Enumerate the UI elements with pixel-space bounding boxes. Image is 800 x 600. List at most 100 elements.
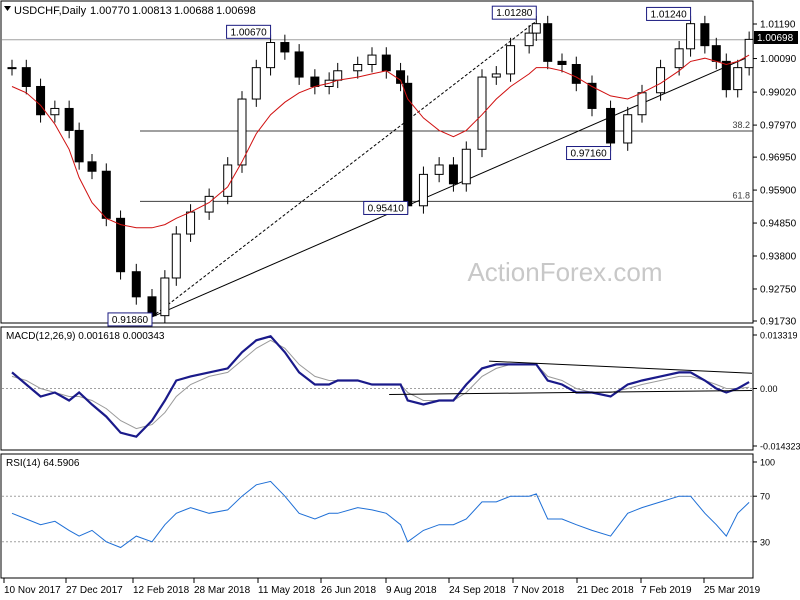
price-labels: 0.91860 1.00670 0.95410 1.01280 0.97160 1.012… (107, 5, 692, 327)
price-label-box (566, 146, 612, 161)
price-tick-label: 0.93800 (760, 252, 797, 263)
macd-panel (0, 326, 754, 451)
candle-body (700, 23, 710, 47)
candle-body (448, 164, 458, 185)
candle-body (524, 32, 534, 47)
last-price-label: 1.00698 (757, 33, 794, 44)
date-tick-label: 21 Dec 2018 (577, 585, 634, 596)
candle-body (381, 54, 391, 72)
header-marker-icon (4, 6, 11, 11)
price-label-text: 0.97160 (570, 149, 607, 160)
macd-tick-label: 0.00 (760, 384, 778, 394)
date-axis: 10 Nov 2017 27 Dec 2017 12 Feb 2018 28 Mar … (3, 578, 761, 596)
candle-body (50, 107, 60, 116)
candle-body (434, 164, 444, 175)
candle-body (131, 271, 141, 298)
price-label-text: 0.91860 (112, 315, 149, 326)
rsi-tick-label: 30 (760, 537, 770, 547)
candle-body (686, 23, 696, 50)
price-panel (0, 0, 754, 324)
rsi-label: RSI(14) 64.5906 (6, 458, 80, 469)
price-tick-label: 0.99020 (760, 88, 797, 99)
candles (7, 15, 754, 324)
candle-body (64, 107, 74, 131)
macd-tick-label: 0.013319 (760, 331, 798, 341)
candle-body (418, 173, 428, 207)
price-label-text: 1.01280 (496, 8, 533, 19)
price-label-box (363, 200, 409, 215)
fib-level-label: 38.2 (732, 120, 750, 130)
price-tick-label: 0.92750 (760, 284, 797, 295)
date-tick-label: 9 Aug 2018 (386, 585, 437, 596)
last-price-box (754, 31, 798, 44)
candle-body (160, 277, 170, 317)
macd-axis: 0.013319 0.00 -0.014323 (753, 331, 800, 452)
candle-body (711, 45, 721, 62)
candle-body (477, 76, 487, 150)
candle-body (543, 23, 553, 62)
candle-body (186, 211, 196, 235)
watermark: ActionForex.com (467, 257, 662, 287)
price-label-text: 1.01240 (650, 9, 687, 20)
candle-body (733, 67, 743, 91)
date-tick-label: 27 Dec 2017 (66, 585, 123, 596)
candle-body (7, 67, 17, 70)
date-tick-label: 26 Jun 2018 (321, 585, 376, 596)
candle-body (266, 42, 276, 69)
price-tick-label: 0.97970 (760, 121, 797, 132)
support-trend-line (151, 54, 753, 318)
ohlc-high: 1.00813 (132, 5, 172, 17)
macd-resistance-trend-line (489, 360, 753, 374)
candle-body (656, 67, 666, 94)
price-label-box (491, 5, 537, 20)
date-tick-label: 28 Mar 2018 (194, 585, 251, 596)
rsi-axis: 100 70 30 (753, 458, 775, 547)
candle-body (294, 51, 304, 78)
candle-body (101, 170, 111, 219)
price-tick-label: 0.91730 (760, 317, 797, 328)
macd-lines (2, 335, 753, 438)
rsi-panel (0, 453, 754, 579)
rsi-tick-label: 70 (760, 492, 770, 502)
candle-body (87, 161, 97, 172)
date-tick-label: 24 Sep 2018 (449, 585, 506, 596)
candle-body (237, 98, 247, 166)
chart-symbol: USDCHF,Daily (14, 5, 87, 17)
candle-body (116, 217, 126, 273)
candle-body (333, 70, 343, 81)
candle-body (36, 85, 46, 116)
ohlc-low: 1.00688 (174, 5, 214, 17)
macd-tick-label: -0.014323 (760, 442, 800, 452)
candle-body (744, 38, 754, 69)
ohlc-close: 1.00698 (216, 5, 256, 17)
price-label-box (646, 6, 692, 21)
ohlc-open: 1.00770 (90, 5, 130, 17)
candle-body (557, 60, 567, 66)
candle-body (461, 148, 471, 185)
candle-body (637, 92, 647, 116)
macd-support-trend-line (389, 389, 753, 396)
candle-body (531, 23, 541, 34)
macd-line (11, 335, 750, 438)
candle-body (353, 64, 363, 72)
price-axis: 1.01190 1.00090 0.99020 0.97970 0.96950 0.959… (753, 20, 797, 328)
price-label-text: 0.95410 (368, 203, 405, 214)
price-label-text: 1.00670 (230, 27, 267, 38)
date-tick-label: 25 Mar 2019 (704, 585, 761, 596)
candle-body (506, 45, 516, 75)
candle-body (251, 67, 261, 100)
moving-average-line (11, 54, 750, 229)
candle-body (623, 114, 633, 144)
candle-body (171, 233, 181, 279)
candle-body (74, 129, 84, 163)
date-tick-label: 7 Feb 2019 (641, 585, 692, 596)
candle-body (587, 82, 597, 109)
date-tick-label: 10 Nov 2017 (4, 585, 61, 596)
date-tick-label: 11 May 2018 (258, 585, 316, 596)
fib-level-label: 61.8 (732, 190, 750, 200)
price-tick-label: 0.95900 (760, 186, 797, 197)
rsi-lines (2, 480, 753, 549)
price-tick-label: 1.01190 (760, 20, 796, 31)
candle-body (674, 48, 684, 69)
